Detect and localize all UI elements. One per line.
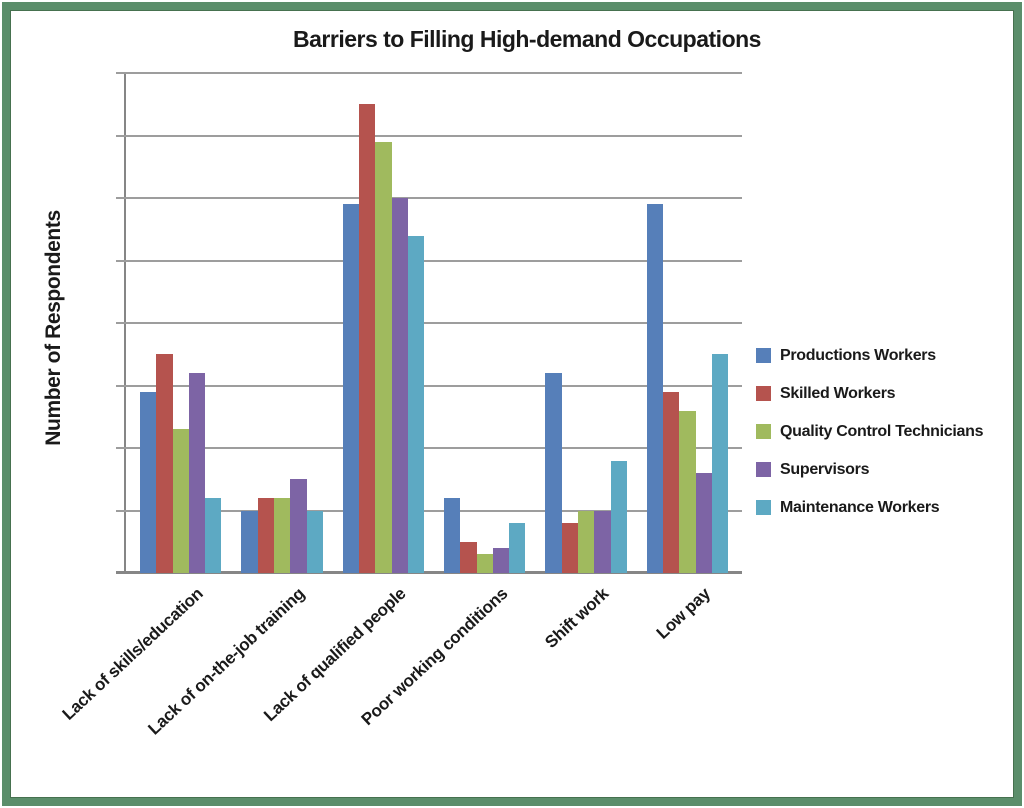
bar-supervisors (695, 473, 712, 573)
legend-label: Maintenance Workers (780, 499, 940, 516)
legend-swatch-icon (756, 462, 771, 477)
bar-quality-control-technicians (375, 141, 392, 573)
x-axis-line (116, 571, 742, 574)
gridline (116, 447, 742, 449)
legend-label: Skilled Workers (780, 385, 896, 402)
bar-supervisors (188, 373, 206, 573)
bar-supervisors (391, 198, 408, 573)
bar-supervisors (594, 510, 611, 573)
gridline (116, 134, 742, 137)
gridline (116, 384, 742, 387)
bar-quality-control-technicians (577, 510, 595, 573)
bar-productions-workers (342, 204, 359, 573)
bar-maintenance-workers (306, 510, 323, 573)
legend-label: Quality Control Technicians (780, 423, 984, 440)
gridline (116, 259, 742, 262)
bar-skilled-workers (460, 541, 477, 573)
bar-productions-workers (646, 204, 663, 573)
category-label: Shift work (541, 584, 613, 652)
legend-swatch-icon (756, 348, 771, 363)
bar-quality-control-technicians (273, 498, 291, 573)
bar-productions-workers (444, 498, 461, 573)
legend-swatch-icon (756, 386, 771, 401)
legend-item: Maintenance Workers (756, 498, 983, 536)
bar-skilled-workers (358, 104, 376, 573)
gridline (116, 197, 742, 199)
bar-productions-workers (241, 510, 258, 573)
bar-maintenance-workers (711, 354, 729, 573)
legend-label: Productions Workers (780, 347, 936, 364)
y-axis-title: Number of Respondents (42, 210, 65, 446)
gridline (116, 322, 742, 324)
legend-item: Quality Control Technicians (756, 422, 984, 460)
category-label: Low pay (652, 584, 714, 643)
bar-supervisors (290, 479, 307, 573)
bar-skilled-workers (156, 354, 173, 573)
legend-item: Skilled Workers (756, 384, 983, 422)
gridline (116, 509, 742, 512)
bar-supervisors (492, 548, 510, 573)
bar-maintenance-workers (407, 235, 425, 573)
legend-swatch-icon (756, 424, 771, 439)
chart-title: Barriers to Filling High-demand Occupati… (293, 26, 761, 52)
bar-skilled-workers (662, 391, 680, 573)
bar-maintenance-workers (509, 523, 526, 573)
bar-skilled-workers (561, 523, 578, 573)
bar-maintenance-workers (205, 498, 222, 573)
bar-quality-control-technicians (172, 429, 189, 573)
bar-quality-control-technicians (679, 410, 696, 573)
gridline (116, 72, 742, 74)
legend-item: Supervisors (756, 460, 983, 498)
legend-label: Supervisors (780, 461, 870, 478)
bar-quality-control-technicians (476, 554, 493, 573)
legend-item: Productions Workers (756, 346, 983, 384)
bar-maintenance-workers (610, 460, 627, 573)
bar-productions-workers (140, 391, 157, 573)
legend: Productions Workers Skilled Workers Qualit… (756, 346, 984, 536)
chart-canvas: Barriers to Filling High-demand Occupati… (10, 10, 1014, 798)
plot-area (116, 72, 742, 574)
bar-productions-workers (545, 373, 562, 573)
bar-skilled-workers (257, 498, 274, 573)
legend-swatch-icon (756, 500, 771, 515)
